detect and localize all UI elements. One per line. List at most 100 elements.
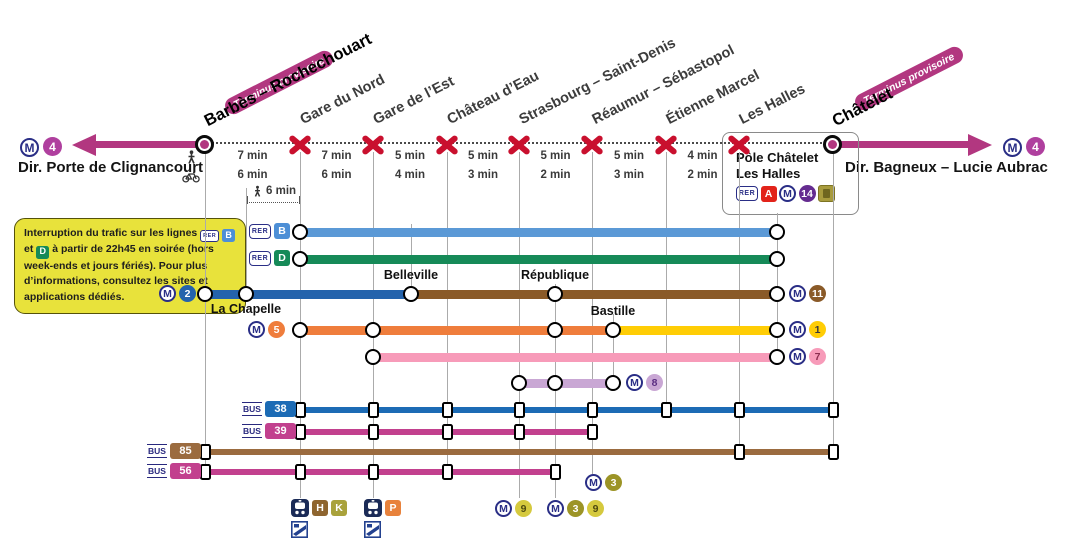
rer-b-stop-pole: [768, 223, 785, 240]
line-badge-2: 2: [179, 285, 196, 302]
column-line-etienne: [666, 152, 667, 408]
closed-station-x-garedelest: [360, 133, 386, 157]
left-arrow-shaft: [94, 141, 203, 148]
line-badge-14: 14: [798, 185, 816, 202]
metro-logo-icon: M: [779, 185, 796, 202]
closed-station-x-reaumur: [579, 133, 605, 157]
walk-time-6: 4 min: [687, 150, 718, 162]
bus-56-bar-0: [205, 468, 555, 476]
metro-logo-icon: M: [789, 321, 806, 338]
walk-time-3: 5 min: [467, 150, 499, 162]
m2-m11-stop-pole: [768, 285, 785, 302]
walk-time-1: 7 min: [321, 150, 352, 162]
pole-title-line2: Les Halles: [736, 166, 801, 181]
metro-logo-icon: M: [20, 138, 39, 157]
line-badge-11: 11: [809, 285, 826, 302]
line-badge-P: P: [385, 500, 401, 516]
line-badge-3: 3: [567, 500, 584, 517]
sncf-station-icon: [364, 521, 381, 538]
closed-station-x-chateaudeau: [434, 133, 460, 157]
pedestrian-icon: [186, 150, 197, 165]
bus-39-stop-chateaudeau: [441, 424, 453, 440]
line-badge-5: 5: [268, 321, 285, 338]
m5-m1-stop-republique: [546, 321, 563, 338]
bus-85-stop-barbes: [199, 444, 211, 460]
line-badge-85: 85: [169, 443, 201, 459]
line-4-badge: 4: [43, 137, 62, 156]
direction-left-label: Dir. Porte de Clignancourt: [18, 159, 204, 176]
note-text: et: [24, 243, 34, 256]
bus-logo-icon: BUS: [147, 464, 167, 478]
line-badge-56: 56: [169, 463, 201, 479]
train-icon: [291, 499, 309, 517]
m2-m11-stop-republique: [546, 285, 563, 302]
m7-bar-0: [373, 352, 777, 362]
m2-m11-stop-belleville: [402, 285, 419, 302]
metro-logo-icon: M: [626, 374, 643, 391]
bike-time-1: 6 min: [321, 169, 352, 181]
line-badge-3: 3: [605, 474, 622, 491]
metro-logo-icon: M: [585, 474, 602, 491]
sncf-station-icon: [291, 521, 308, 538]
line-badge-K: K: [331, 500, 347, 516]
la-chapelle-walk-time: 6 min: [266, 185, 297, 197]
rer-logo-icon: RER: [736, 186, 758, 201]
m2-m11-bar-1: [411, 289, 777, 299]
bus-logo-icon: BUS: [242, 424, 262, 438]
bus-56-stop-chateaudeau: [441, 464, 453, 480]
walk-measure-line: [246, 202, 300, 203]
train-icon: [364, 499, 382, 517]
terminus-circle-barbes: [195, 135, 214, 154]
metro-logo-icon: M: [789, 348, 806, 365]
bus-38-bar-0: [300, 406, 833, 414]
rer-logo-icon: RER: [200, 230, 220, 243]
column-line-leshalles: [739, 152, 740, 450]
metro-logo-icon: M: [789, 285, 806, 302]
m5-m1-stop-pole: [768, 321, 785, 338]
bike-time-6: 2 min: [687, 169, 718, 181]
disruption-note: Interruption du trafic sur les lignes RE…: [14, 218, 246, 314]
m2-m11-right-icons: M 11: [789, 285, 826, 302]
bus-38-stop-etienne: [660, 402, 672, 418]
column-line-pole: [777, 213, 778, 356]
note-text: à partir de 22h45 en soirée (hors week-e…: [24, 243, 214, 303]
m7-stop-garedelest: [364, 348, 381, 365]
rer-b-left-icons: RER B: [249, 223, 290, 239]
line-4-badge: 4: [1026, 137, 1045, 156]
bus-38-left-icons: BUS 38: [242, 401, 296, 417]
closed-station-x-leshalles: [726, 133, 752, 157]
line-badge-B: B: [222, 229, 236, 243]
column-line-republique: [555, 284, 556, 498]
metro-logo-icon: M: [1003, 138, 1022, 157]
m5-m1-stop-bastille: [604, 321, 621, 338]
rer-b-stop-garedunord: [291, 223, 308, 240]
m8-stop-republique: [546, 374, 563, 391]
rer-b-bar-0: [300, 227, 777, 237]
note-text: Interruption du trafic sur les lignes: [24, 227, 198, 239]
bike-time-2: 4 min: [394, 169, 426, 181]
bus-38-stop-chateaudeau: [441, 402, 453, 418]
rer-logo-icon: RER: [249, 250, 271, 266]
column-line-bastille: [613, 314, 614, 380]
line-badge-9: 9: [587, 500, 604, 517]
metro-logo-icon: M: [495, 500, 512, 517]
closed-station-x-strasbourg: [506, 133, 532, 157]
line-badge-9: 9: [515, 500, 532, 517]
bus-56-stop-garedelest: [367, 464, 379, 480]
m7-stop-pole: [768, 348, 785, 365]
m8-stop-bastille: [604, 374, 621, 391]
rer-logo-icon: RER: [249, 223, 271, 239]
bus-logo-icon: BUS: [242, 402, 262, 416]
m5-m1-bar-0: [300, 325, 613, 335]
m5-m1-bar-1: [613, 325, 777, 335]
line-badge-D: D: [274, 250, 290, 266]
pedestrian-icon: [253, 185, 262, 198]
column-line-chateaudeau: [447, 152, 448, 470]
